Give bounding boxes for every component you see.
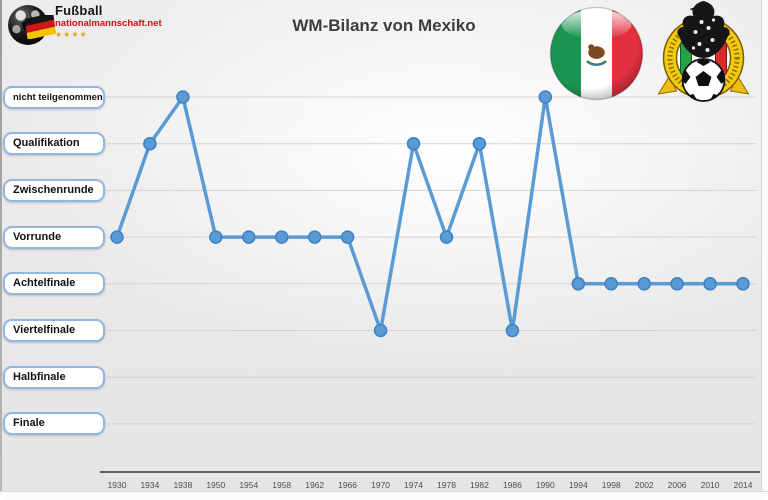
y-label-viertelfinale: Viertelfinale <box>3 319 105 342</box>
x-tick-2014: 2014 <box>734 480 753 490</box>
data-point-1970 <box>373 323 388 338</box>
y-label-qualifikation: Qualifikation <box>3 132 105 156</box>
data-point-1994 <box>571 277 586 291</box>
site-logo: Fußball nationalmannschaft.net ★★★★ <box>5 2 175 45</box>
panel-bottom-edge <box>0 491 768 500</box>
panel-right-edge <box>761 0 768 500</box>
x-tick-1990: 1990 <box>536 480 555 490</box>
x-tick-1998: 1998 <box>602 480 621 490</box>
y-label-vorrunde: Vorrunde <box>3 225 105 249</box>
logo-stars-icon: ★★★★ <box>55 29 88 39</box>
data-point-1974 <box>406 136 421 151</box>
x-tick-1974: 1974 <box>404 480 423 490</box>
x-tick-1954: 1954 <box>239 480 258 490</box>
x-tick-1994: 1994 <box>569 480 588 490</box>
x-tick-1986: 1986 <box>503 480 522 490</box>
logo-title: Fußball <box>55 3 103 18</box>
y-label-halbfinale: Halbfinale <box>3 365 105 389</box>
x-tick-2010: 2010 <box>701 480 720 490</box>
x-tick-1958: 1958 <box>272 480 291 490</box>
x-tick-1934: 1934 <box>140 480 159 490</box>
mexico-flag-icon <box>548 5 645 102</box>
x-tick-1966: 1966 <box>338 480 357 490</box>
logo-subtitle: nationalmannschaft.net <box>55 18 162 29</box>
data-point-1958 <box>274 230 289 244</box>
data-point-1954 <box>242 230 256 244</box>
y-label-finale: Finale <box>3 412 105 436</box>
data-point-2010 <box>703 277 717 291</box>
data-point-1966 <box>340 230 355 244</box>
data-point-1998 <box>604 277 618 291</box>
x-tick-2002: 2002 <box>635 480 654 490</box>
x-tick-1950: 1950 <box>206 480 225 490</box>
data-point-2006 <box>670 277 684 291</box>
data-point-1990 <box>538 90 553 104</box>
y-label-zwischenrunde: Zwischenrunde <box>3 178 105 202</box>
fmf-crest-icon <box>655 0 752 108</box>
data-point-1930 <box>110 230 124 244</box>
data-point-1962 <box>307 230 322 244</box>
data-point-2014 <box>736 277 750 291</box>
x-tick-1982: 1982 <box>470 480 489 490</box>
data-point-1982 <box>472 136 487 151</box>
x-tick-1930: 1930 <box>108 480 127 490</box>
data-point-1938 <box>176 90 190 104</box>
page-title: WM-Bilanz von Mexiko <box>292 16 476 35</box>
y-label-nicht-teilgenommen: nicht teilgenommen <box>3 85 105 109</box>
x-tick-1978: 1978 <box>437 480 456 490</box>
data-point-1978 <box>439 230 454 244</box>
german-flag-icon <box>24 12 57 40</box>
x-tick-1970: 1970 <box>371 480 390 490</box>
x-tick-2006: 2006 <box>668 480 687 490</box>
panel-left-edge <box>0 0 2 500</box>
site-logo-text: Fußball nationalmannschaft.net ★★★★ <box>55 4 162 39</box>
x-tick-1938: 1938 <box>173 480 192 490</box>
data-point-1934 <box>143 136 157 151</box>
data-point-1986 <box>505 323 520 338</box>
y-label-achtelfinale: Achtelfinale <box>3 272 105 296</box>
data-point-2002 <box>637 277 651 291</box>
data-point-1950 <box>209 230 223 244</box>
x-tick-1962: 1962 <box>305 480 324 490</box>
